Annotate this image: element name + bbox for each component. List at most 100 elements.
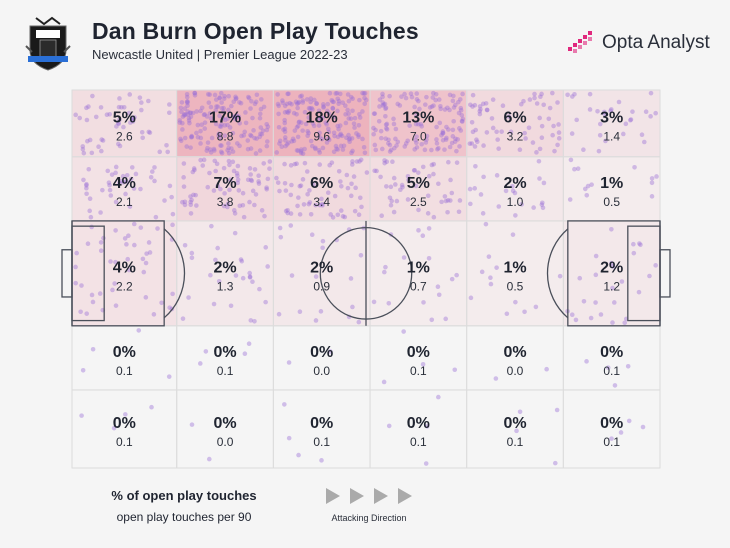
touch-point	[282, 103, 288, 109]
touch-point	[138, 186, 143, 192]
touch-point	[393, 182, 398, 187]
touch-point	[382, 101, 388, 107]
touch-point	[327, 162, 332, 168]
zone-percent-label: 4%	[113, 259, 136, 276]
touch-point	[222, 117, 228, 123]
zone-per90-label: 0.1	[603, 435, 620, 449]
touch-point	[146, 98, 151, 104]
touch-point	[226, 145, 231, 151]
touch-point	[219, 122, 224, 127]
touch-point	[360, 90, 365, 96]
touch-point	[521, 98, 526, 104]
left-goal	[61, 249, 73, 298]
touch-point	[387, 93, 392, 99]
touch-point	[407, 123, 412, 128]
touch-point	[445, 198, 451, 203]
touch-point	[113, 259, 118, 265]
touch-point	[622, 320, 628, 326]
touch-point	[384, 126, 389, 131]
touch-point	[363, 97, 369, 103]
touch-point	[313, 146, 318, 152]
touch-point	[253, 192, 259, 197]
touch-point	[484, 107, 490, 113]
touch-point	[468, 201, 473, 207]
touch-point	[353, 185, 358, 191]
touch-point	[483, 101, 489, 106]
touch-point	[225, 122, 230, 128]
touch-point	[394, 143, 399, 148]
touch-point	[132, 242, 137, 248]
touch-point	[345, 185, 351, 191]
touch-point	[470, 92, 476, 98]
touch-point	[413, 121, 419, 127]
touch-point	[283, 188, 289, 193]
touch-point	[472, 144, 478, 149]
touch-point	[131, 186, 137, 191]
touch-point	[436, 292, 442, 298]
touch-point	[245, 177, 251, 183]
touch-point	[230, 149, 236, 154]
touch-point	[302, 146, 307, 152]
touch-point	[189, 134, 195, 140]
touch-point	[217, 124, 223, 129]
touch-point	[329, 160, 335, 165]
touch-point	[414, 140, 419, 146]
touch-point	[335, 108, 340, 114]
touch-point	[221, 96, 227, 101]
touch-point	[180, 199, 185, 205]
touch-point	[123, 412, 128, 417]
touch-point	[448, 198, 453, 203]
touch-point	[384, 127, 390, 132]
touch-point	[195, 122, 201, 128]
touch-point	[423, 461, 429, 466]
touch-point	[286, 360, 292, 365]
touch-point	[568, 157, 574, 163]
touch-point	[409, 94, 415, 100]
touch-point	[518, 101, 524, 107]
touch-point	[177, 120, 183, 125]
touch-point	[215, 183, 221, 189]
touch-point	[386, 423, 392, 429]
touch-point	[229, 103, 234, 109]
touch-point	[73, 264, 78, 270]
zone-per90-label: 1.3	[217, 279, 234, 293]
touch-point	[191, 192, 196, 198]
zone-percent-label: 0%	[310, 415, 333, 432]
touch-point	[96, 144, 101, 150]
touch-point	[284, 101, 290, 107]
touch-point	[372, 168, 377, 174]
touch-point	[544, 366, 549, 372]
touch-point	[180, 114, 186, 119]
touch-point	[399, 94, 404, 99]
touch-point	[260, 128, 266, 133]
touch-point	[124, 179, 129, 184]
zone-per90-label: 0.1	[410, 364, 427, 378]
touch-point	[481, 143, 486, 148]
touch-point	[349, 136, 355, 141]
touch-point	[522, 309, 527, 315]
touch-point	[395, 139, 401, 145]
touch-point	[310, 107, 315, 112]
touch-point	[292, 128, 298, 133]
touch-point	[188, 145, 193, 150]
touch-point	[387, 149, 393, 154]
touch-point	[287, 100, 293, 106]
zone-percent-label: 4%	[113, 175, 136, 192]
touch-point	[326, 111, 332, 116]
touch-point	[654, 174, 659, 179]
touch-point	[208, 104, 214, 110]
touch-point	[275, 92, 280, 97]
zone-per90-label: 1.0	[507, 195, 524, 209]
touch-point	[445, 105, 450, 111]
touch-point	[109, 172, 115, 177]
touch-point	[256, 173, 261, 178]
heatmap-zone	[562, 220, 661, 327]
zone-percent-label: 0%	[600, 344, 623, 361]
touch-point	[257, 111, 263, 117]
touch-point	[189, 133, 194, 139]
touch-point	[226, 93, 231, 99]
touch-point	[436, 181, 441, 187]
touch-point	[357, 97, 362, 103]
touch-point	[208, 147, 213, 152]
touch-point	[230, 159, 236, 165]
